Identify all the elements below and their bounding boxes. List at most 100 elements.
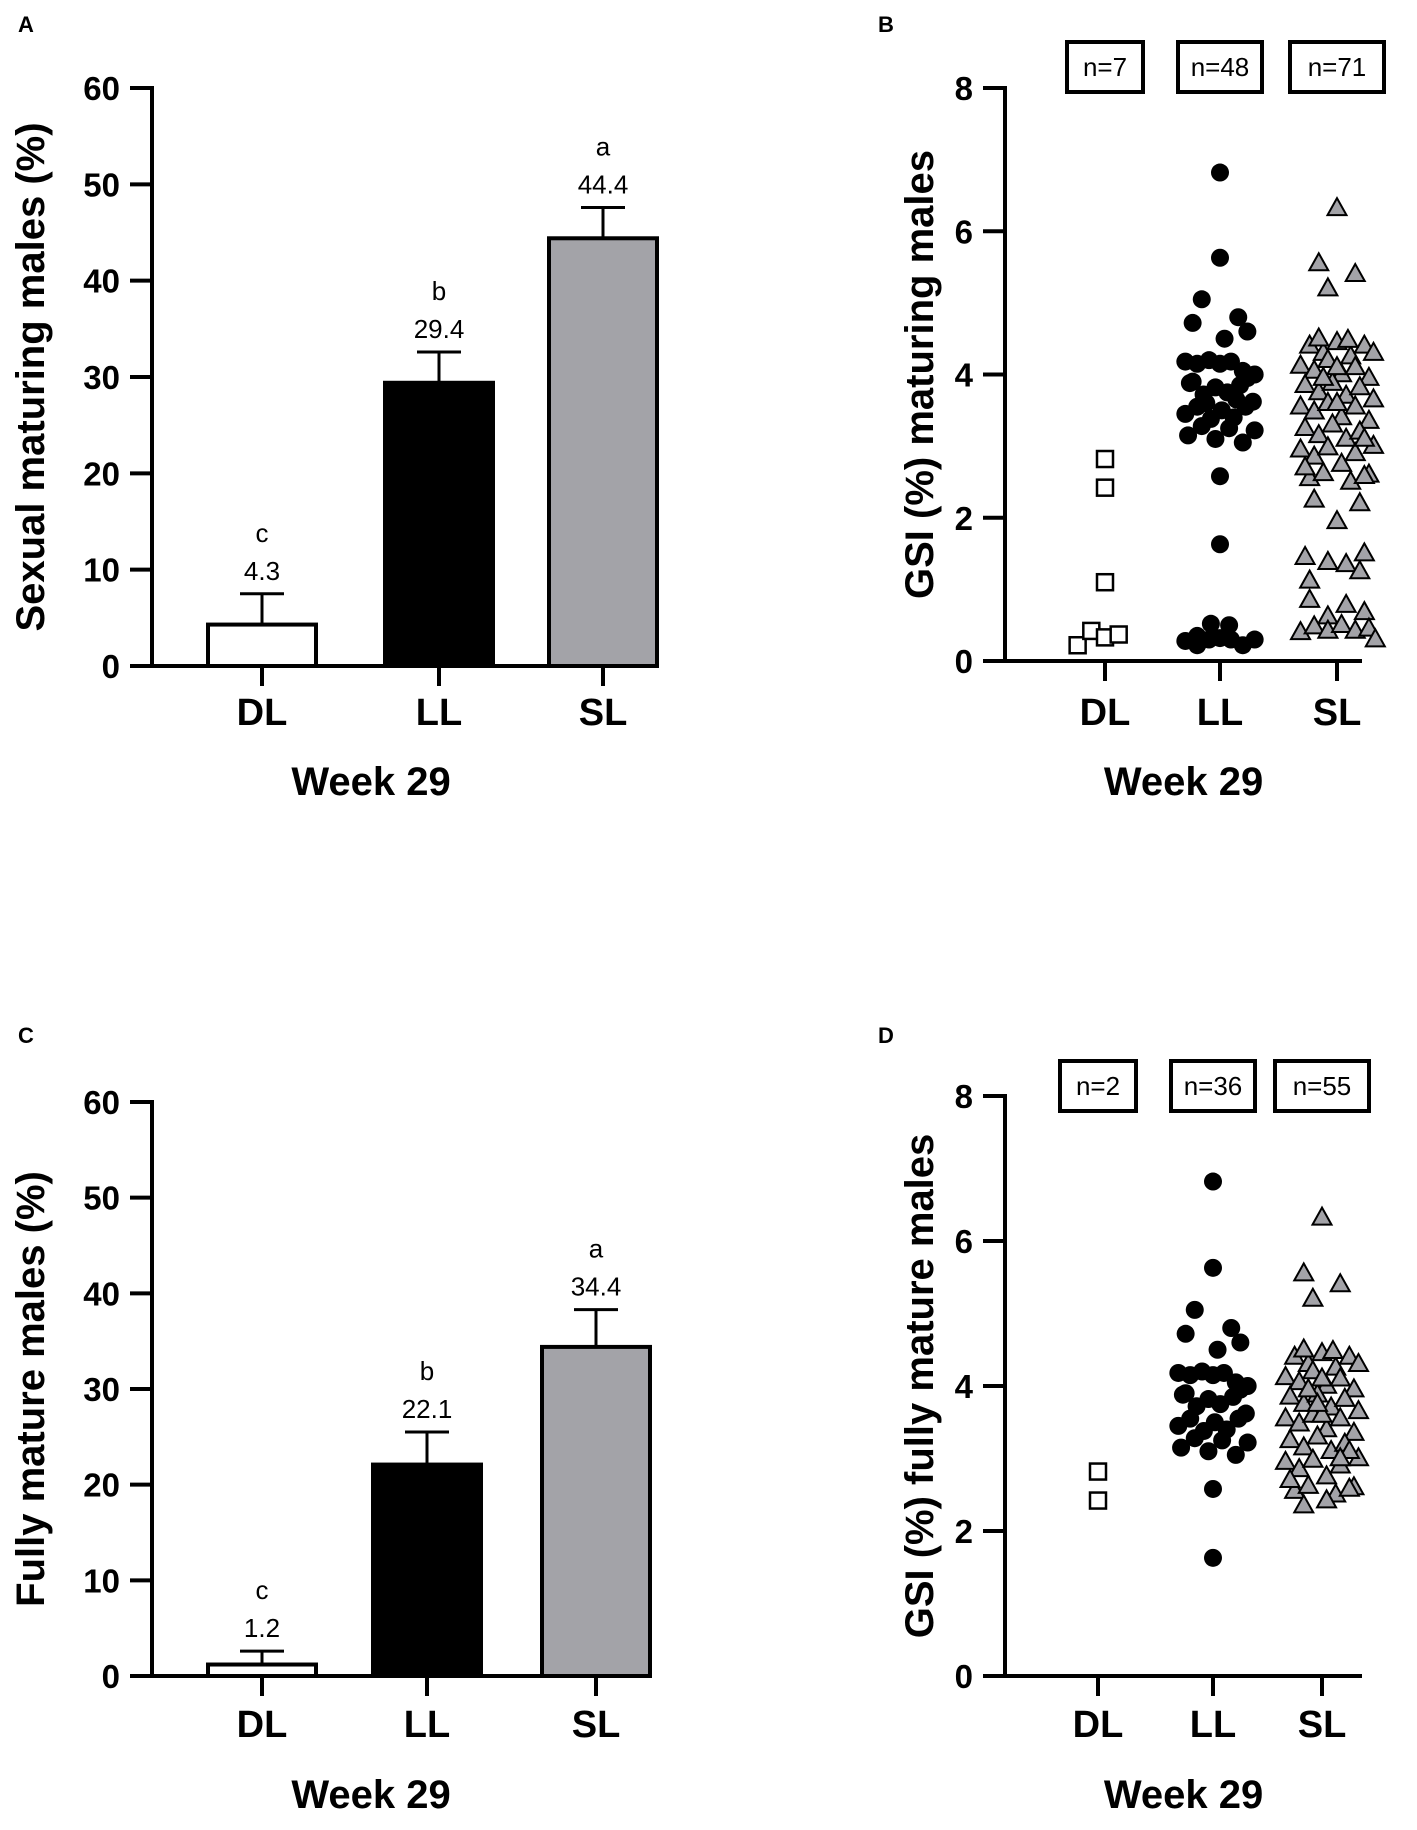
y-tick-label: 60 — [83, 70, 120, 107]
y-axis-title: GSI (%) fully mature males — [898, 1134, 942, 1639]
x-axis-title: Week 29 — [1104, 760, 1263, 804]
point-sl — [1310, 1402, 1334, 1423]
point-sl — [1293, 372, 1317, 394]
panel-letter: B — [878, 12, 894, 37]
x-tick-label-sl: SL — [1313, 692, 1362, 734]
point-sl — [1315, 1464, 1338, 1485]
point-sl — [1334, 592, 1358, 613]
point-ll — [1215, 329, 1234, 348]
y-tick-label: 30 — [83, 1371, 120, 1408]
point-sl — [1289, 437, 1312, 458]
n-label-sl: n=55 — [1293, 1071, 1352, 1101]
y-axis-title: Fully mature males (%) — [9, 1171, 53, 1607]
point-ll — [1206, 429, 1225, 448]
point-sl — [1316, 347, 1340, 368]
data-label-dl: 4.3 — [244, 556, 280, 586]
point-sl — [1306, 1424, 1329, 1445]
point-sl — [1310, 1366, 1334, 1387]
point-sl — [1307, 326, 1330, 347]
point-sl — [1338, 1476, 1361, 1497]
point-sl — [1312, 461, 1335, 482]
point-dl — [1068, 635, 1087, 655]
n-label-dl: n=7 — [1083, 52, 1127, 82]
point-sl — [1287, 1370, 1311, 1391]
point-sl — [1289, 353, 1312, 374]
point-sl — [1344, 261, 1367, 283]
y-tick-label: 40 — [83, 1275, 120, 1312]
point-sl — [1301, 1286, 1325, 1307]
x-tick-label-ll: LL — [416, 692, 462, 734]
point-ll — [1233, 433, 1252, 452]
point-sl — [1316, 549, 1340, 570]
point-ll — [1172, 1438, 1191, 1457]
y-tick-label: 2 — [955, 1513, 973, 1550]
point-ll — [1181, 1409, 1200, 1428]
panel-a-bar-chart: A 0 10 20 30 40 50 60 DL LL SL Sexual maturing male… — [9, 12, 659, 804]
y-tick-label: 50 — [83, 1180, 120, 1217]
point-sl — [1315, 1417, 1338, 1438]
point-ll — [1176, 1324, 1195, 1343]
significance-label-dl: c — [256, 518, 269, 548]
point-sl — [1348, 491, 1372, 512]
point-sl — [1342, 1420, 1366, 1441]
point-sl — [1297, 1473, 1320, 1494]
point-ll — [1229, 308, 1248, 327]
n-box-ll — [1176, 40, 1264, 94]
panel-d-scatter-chart: D 0 2 4 6 8 DL LL SL GSI (%) fully mature males We… — [878, 1023, 1371, 1817]
point-sl — [1315, 1488, 1338, 1509]
point-ll — [1204, 1548, 1222, 1567]
point-sl — [1353, 463, 1376, 485]
point-ll — [1245, 630, 1264, 649]
point-sl — [1353, 600, 1376, 621]
point-sl — [1316, 276, 1340, 297]
point-sl — [1307, 423, 1330, 444]
significance-label-sl: a — [596, 131, 611, 161]
point-sl — [1364, 627, 1387, 648]
point-dl — [1088, 1462, 1108, 1481]
point-sl — [1293, 415, 1317, 437]
significance-label-ll: b — [432, 276, 446, 306]
point-sl — [1338, 1344, 1361, 1365]
point-sl — [1357, 408, 1381, 429]
point-sl — [1289, 394, 1312, 415]
n-box-dl — [1058, 1059, 1138, 1113]
point-ll — [1192, 417, 1211, 436]
point-sl — [1353, 426, 1376, 447]
y-tick-label: 8 — [955, 1078, 973, 1115]
x-tick-label-sl: SL — [579, 692, 628, 734]
point-dl — [1095, 572, 1115, 592]
x-axis-title: Week 29 — [1104, 1773, 1263, 1817]
point-ll — [1238, 322, 1257, 341]
point-sl — [1344, 355, 1367, 376]
point-ll — [1211, 248, 1229, 267]
point-sl — [1306, 1391, 1329, 1412]
n-box-sl — [1273, 1059, 1371, 1113]
point-sl — [1293, 544, 1317, 565]
point-ll — [1211, 467, 1229, 486]
point-ll — [1192, 290, 1211, 309]
point-dl — [1109, 625, 1128, 644]
point-sl — [1298, 568, 1321, 589]
y-tick-label: 6 — [955, 213, 973, 250]
point-sl — [1307, 251, 1330, 272]
point-ll — [1229, 1409, 1248, 1428]
y-tick-label: 2 — [955, 500, 973, 537]
significance-label-ll: b — [420, 1356, 434, 1386]
n-label-ll: n=36 — [1184, 1071, 1243, 1101]
point-ll — [1199, 1442, 1218, 1461]
panel-b-scatter-chart: B 0 2 4 6 8 DL LL SL GSI (%) maturing males Week 2… — [878, 12, 1387, 804]
point-ll — [1176, 1384, 1195, 1403]
n-label-dl: n=2 — [1076, 1071, 1120, 1101]
point-sl — [1302, 487, 1326, 508]
point-sl — [1274, 1406, 1297, 1427]
y-tick-label: 0 — [955, 1658, 973, 1695]
panel-letter: D — [878, 1023, 894, 1048]
point-ll — [1211, 535, 1229, 554]
x-tick-label-sl: SL — [572, 1704, 621, 1746]
point-ll — [1204, 1479, 1222, 1498]
point-ll — [1185, 1429, 1204, 1448]
point-sl — [1329, 1366, 1352, 1387]
point-sl — [1333, 1386, 1357, 1407]
point-sl — [1292, 1261, 1315, 1282]
